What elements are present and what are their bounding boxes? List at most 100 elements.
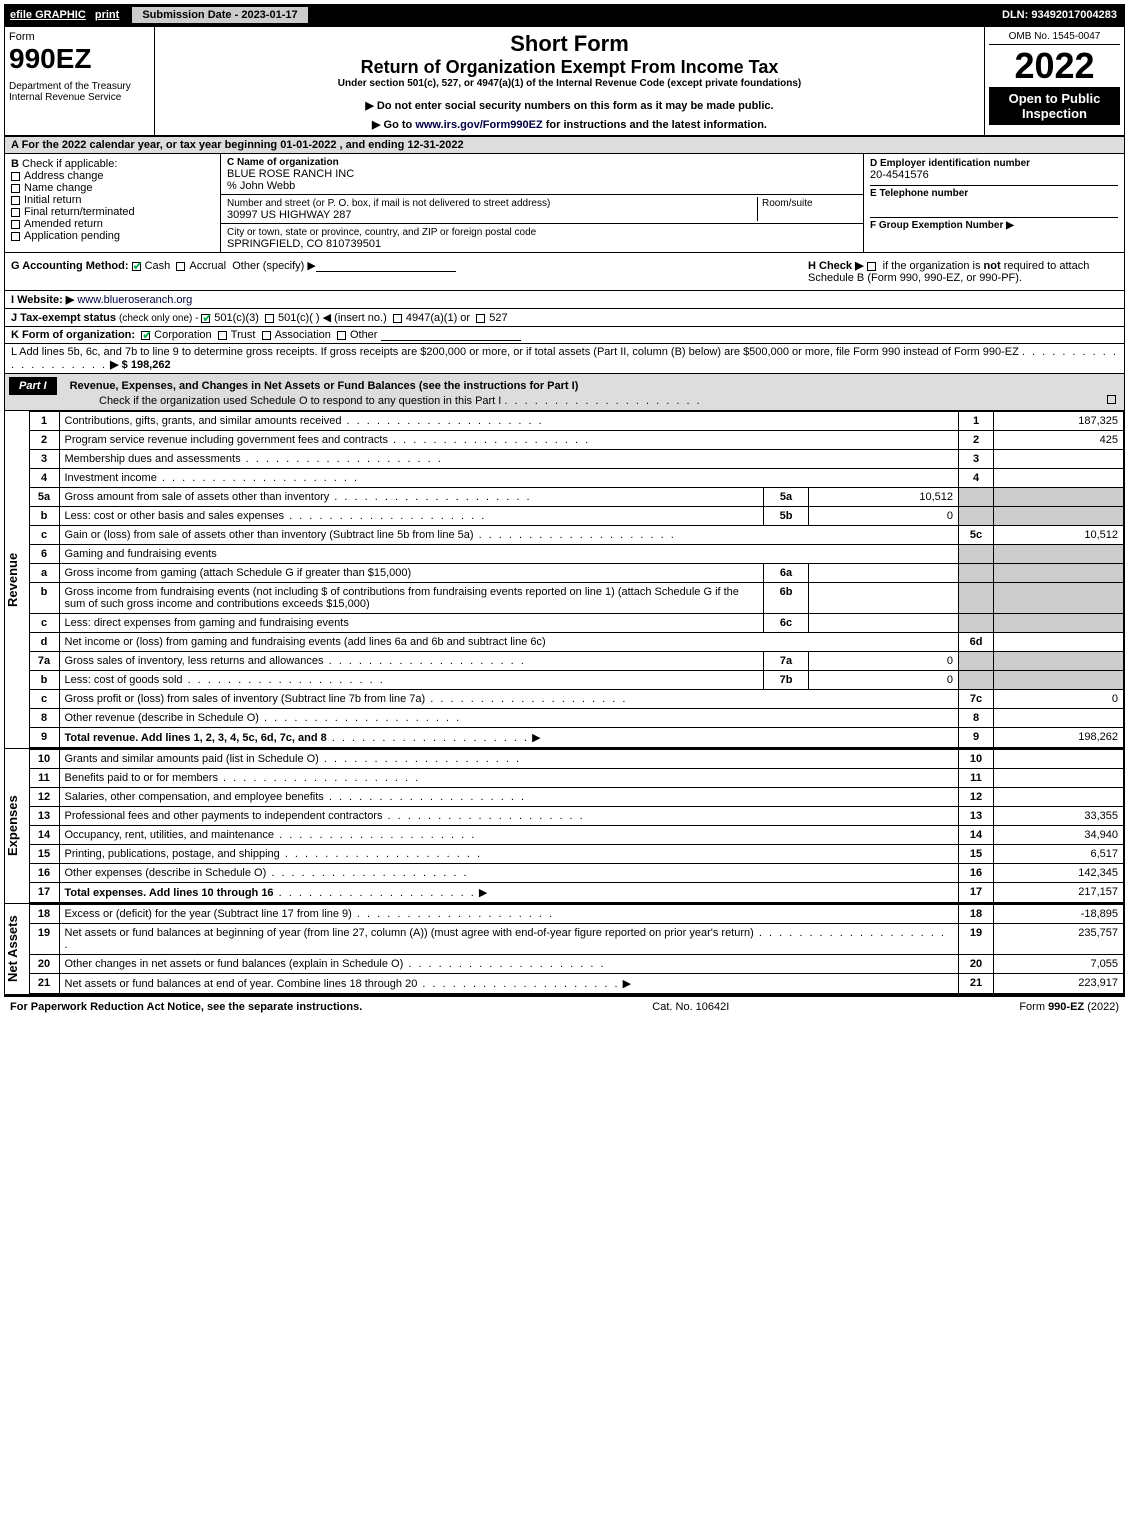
section-a: A For the 2022 calendar year, or tax yea… <box>5 137 1124 154</box>
b-opt-final-return[interactable]: Final return/terminated <box>11 206 214 218</box>
g-cash-checkbox[interactable] <box>132 262 141 271</box>
desc: Printing, publications, postage, and shi… <box>65 848 280 860</box>
sub-ln: 6b <box>764 583 809 614</box>
k-trust-checkbox[interactable] <box>218 331 227 340</box>
section-bcdef: B Check if applicable: Address change Na… <box>5 154 1124 253</box>
b-opt-name-change[interactable]: Name change <box>11 182 214 194</box>
sub-ln: 7a <box>764 652 809 671</box>
form-number: 990EZ <box>9 43 150 75</box>
desc: Gross sales of inventory, less returns a… <box>65 655 324 667</box>
efile-link[interactable]: efile GRAPHIC <box>10 9 86 21</box>
desc: Gross amount from sale of assets other t… <box>65 491 330 503</box>
sub-val: 0 <box>809 652 959 671</box>
ln: 8 <box>29 709 59 728</box>
h-not: not <box>984 260 1001 272</box>
desc: Less: cost of goods sold <box>65 674 183 686</box>
c-name-label: C Name of organization <box>227 157 339 168</box>
desc: Occupancy, rent, utilities, and maintena… <box>65 829 275 841</box>
line-14: 14 Occupancy, rent, utilities, and mainte… <box>29 826 1124 845</box>
j-o4: 527 <box>489 312 507 324</box>
j-527-checkbox[interactable] <box>476 314 485 323</box>
i-label: I Website: ▶ <box>11 294 74 306</box>
sub-ln: 6c <box>764 614 809 633</box>
k-corp: Corporation <box>154 329 211 341</box>
rnum: 7c <box>959 690 994 709</box>
footer-form-suf: (2022) <box>1084 1001 1119 1013</box>
amt: -18,895 <box>994 905 1124 924</box>
form-label: Form <box>9 31 150 43</box>
line-10: 10 Grants and similar amounts paid (list … <box>29 750 1124 769</box>
irs-link[interactable]: www.irs.gov/Form990EZ <box>415 119 542 131</box>
j-501c-checkbox[interactable] <box>265 314 274 323</box>
desc: Net assets or fund balances at beginning… <box>65 927 754 939</box>
h-checkbox[interactable] <box>867 262 876 271</box>
rnum: 20 <box>959 955 994 974</box>
desc: Less: direct expenses from gaming and fu… <box>59 614 764 633</box>
sub-val <box>809 614 959 633</box>
submission-date: Submission Date - 2023-01-17 <box>131 6 308 24</box>
ln: 10 <box>29 750 59 769</box>
line-9: 9Total revenue. Add lines 1, 2, 3, 4, 5c… <box>29 728 1124 748</box>
b-opt-application-pending[interactable]: Application pending <box>11 230 214 242</box>
ln: 14 <box>29 826 59 845</box>
desc: Gross income from fundraising events (no… <box>59 583 764 614</box>
ln: 16 <box>29 864 59 883</box>
b-opt-label: Application pending <box>24 230 120 242</box>
desc: Net assets or fund balances at end of ye… <box>65 978 418 990</box>
ln: 2 <box>29 431 59 450</box>
desc: Investment income <box>65 472 157 484</box>
b-opt-label: Name change <box>24 182 93 194</box>
h-post: if the organization is <box>883 260 984 272</box>
part1-schedule-o-checkbox[interactable] <box>1107 395 1116 404</box>
b-opt-amended-return[interactable]: Amended return <box>11 218 214 230</box>
desc: Grants and similar amounts paid (list in… <box>65 753 319 765</box>
line-19: 19Net assets or fund balances at beginni… <box>29 924 1124 955</box>
amt <box>994 450 1124 469</box>
note-goto-post: for instructions and the latest informat… <box>543 119 767 131</box>
desc: Gain or (loss) from sale of assets other… <box>65 529 474 541</box>
print-link[interactable]: print <box>95 9 119 21</box>
j-4947-checkbox[interactable] <box>393 314 402 323</box>
website-link[interactable]: www.blueroseranch.org <box>77 294 192 306</box>
line-11: 11Benefits paid to or for members11 <box>29 769 1124 788</box>
line-7c: cGross profit or (loss) from sales of in… <box>29 690 1124 709</box>
ln: 12 <box>29 788 59 807</box>
desc: Salaries, other compensation, and employ… <box>65 791 324 803</box>
title-return: Return of Organization Exempt From Incom… <box>159 57 980 78</box>
note-goto: ▶ Go to www.irs.gov/Form990EZ for instru… <box>159 118 980 131</box>
g-accrual-checkbox[interactable] <box>176 262 185 271</box>
amt <box>994 750 1124 769</box>
b-opt-initial-return[interactable]: Initial return <box>11 194 214 206</box>
subtitle: Under section 501(c), 527, or 4947(a)(1)… <box>159 78 980 89</box>
page-footer: For Paperwork Reduction Act Notice, see … <box>4 997 1125 1017</box>
ln: 7a <box>29 652 59 671</box>
b-opt-label: Amended return <box>24 218 103 230</box>
k-assoc-checkbox[interactable] <box>262 331 271 340</box>
section-def: D Employer identification number 20-4541… <box>864 154 1124 252</box>
k-corp-checkbox[interactable] <box>141 331 150 340</box>
ln: 6 <box>29 545 59 564</box>
rnum: 9 <box>959 728 994 748</box>
d-ein-label: D Employer identification number <box>870 158 1118 169</box>
rnum: 3 <box>959 450 994 469</box>
k-other-checkbox[interactable] <box>337 331 346 340</box>
j-501c3-checkbox[interactable] <box>201 314 210 323</box>
f-group-label: F Group Exemption Number ▶ <box>870 217 1118 231</box>
line-21: 21Net assets or fund balances at end of … <box>29 974 1124 994</box>
ein-value: 20-4541576 <box>870 169 1118 181</box>
rnum: 2 <box>959 431 994 450</box>
footer-catno: Cat. No. 10642I <box>652 1001 729 1013</box>
ln: 13 <box>29 807 59 826</box>
expenses-vlabel: Expenses <box>5 749 29 903</box>
org-name: BLUE ROSE RANCH INC <box>227 168 354 180</box>
line-5c: c Gain or (loss) from sale of assets othe… <box>29 526 1124 545</box>
ln: c <box>29 526 59 545</box>
revenue-section: Revenue 1Contributions, gifts, grants, a… <box>5 411 1124 749</box>
amt: 235,757 <box>994 924 1124 955</box>
k-trust: Trust <box>231 329 256 341</box>
form-container: Form 990EZ Department of the Treasury In… <box>4 26 1125 997</box>
form-header: Form 990EZ Department of the Treasury In… <box>5 27 1124 137</box>
street-address: 30997 US HIGHWAY 287 <box>227 209 352 221</box>
line-5b: bLess: cost or other basis and sales exp… <box>29 507 1124 526</box>
b-opt-address-change[interactable]: Address change <box>11 170 214 182</box>
